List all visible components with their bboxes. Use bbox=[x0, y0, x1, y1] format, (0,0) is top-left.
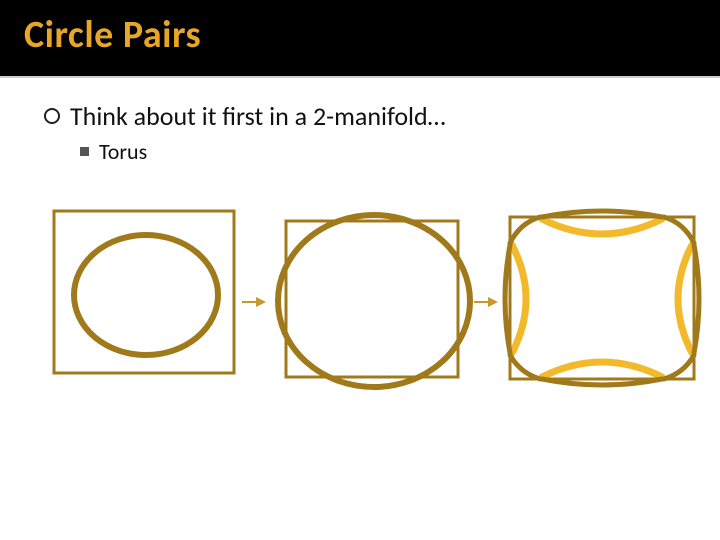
panel-2-svg bbox=[272, 205, 482, 401]
panel-3-arcs-light bbox=[512, 219, 692, 377]
bullet-main-text: Think about it first in a 2-manifold… bbox=[70, 100, 446, 132]
panel-2-ellipse bbox=[278, 215, 470, 387]
arrow-2-head bbox=[488, 297, 498, 307]
arrow-1 bbox=[242, 297, 266, 307]
panel-1 bbox=[50, 207, 246, 398]
arrow-1-line bbox=[242, 301, 256, 303]
circle-bullet-icon bbox=[44, 108, 60, 124]
diagram-area bbox=[44, 199, 676, 459]
bullet-main-row: Think about it first in a 2-manifold… bbox=[44, 100, 676, 132]
bullet-sub-text: Torus bbox=[99, 138, 147, 165]
panel-3 bbox=[502, 205, 708, 402]
panel-3-square bbox=[510, 217, 694, 379]
panel-2-square bbox=[286, 221, 458, 377]
arrow-1-head bbox=[256, 297, 266, 307]
panel-2 bbox=[272, 205, 482, 406]
arrow-2-line bbox=[474, 301, 488, 303]
square-bullet-icon bbox=[80, 147, 89, 156]
slide-body: Think about it first in a 2-manifold… To… bbox=[0, 78, 720, 459]
panel-1-svg bbox=[50, 207, 246, 393]
arrow-2 bbox=[474, 297, 498, 307]
panel-1-ellipse bbox=[74, 235, 218, 355]
slide-title: Circle Pairs bbox=[24, 12, 696, 58]
slide-header: Circle Pairs bbox=[0, 0, 720, 78]
panel-3-svg bbox=[502, 205, 708, 397]
bullet-sub-row: Torus bbox=[80, 138, 676, 165]
